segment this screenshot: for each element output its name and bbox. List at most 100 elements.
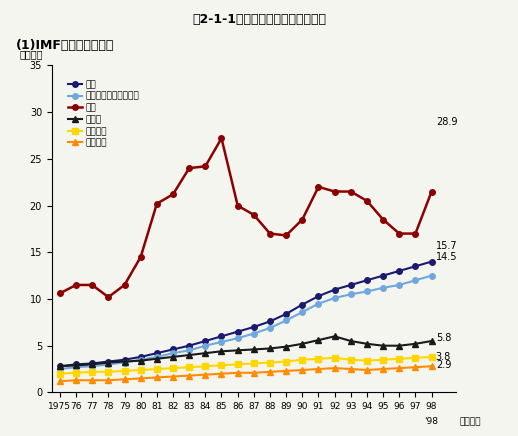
フランス [412, 355, 419, 361]
米国 [186, 166, 192, 171]
ドイツ [138, 358, 144, 363]
ドイツ [364, 341, 370, 347]
米国 [299, 217, 306, 222]
イギリス [73, 378, 79, 383]
Text: 28.9: 28.9 [436, 117, 457, 127]
日本（自然科学のみ） [332, 296, 338, 301]
米国 [57, 291, 63, 296]
日本（自然科学のみ） [396, 283, 402, 288]
フランス [251, 361, 257, 366]
フランス [380, 357, 386, 362]
フランス [364, 358, 370, 363]
日本 [170, 347, 176, 352]
ドイツ [202, 351, 208, 356]
ドイツ [396, 343, 402, 348]
フランス [89, 369, 95, 375]
日本（自然科学のみ） [299, 310, 306, 315]
フランス [428, 354, 435, 360]
ドイツ [428, 338, 435, 344]
ドイツ [315, 337, 322, 343]
米国 [73, 283, 79, 288]
フランス [202, 364, 208, 369]
日本（自然科学のみ） [138, 357, 144, 362]
日本（自然科学のみ） [364, 289, 370, 294]
フランス [105, 369, 111, 375]
フランス [154, 366, 160, 371]
イギリス [315, 366, 322, 371]
イギリス [364, 368, 370, 373]
日本（自然科学のみ） [315, 301, 322, 306]
日本 [219, 334, 225, 339]
フランス [186, 364, 192, 370]
イギリス [412, 364, 419, 370]
日本 [57, 364, 63, 369]
イギリス [299, 368, 306, 373]
日本（自然科学のみ） [154, 354, 160, 360]
日本 [235, 329, 241, 334]
日本（自然科学のみ） [89, 364, 95, 369]
日本（自然科学のみ） [73, 364, 79, 370]
ドイツ [267, 346, 273, 351]
Text: (1)IMF為替レート換算: (1)IMF為替レート換算 [16, 39, 114, 52]
日本 [202, 338, 208, 344]
ドイツ [105, 360, 111, 365]
米国 [364, 198, 370, 204]
日本 [105, 359, 111, 364]
ドイツ [170, 354, 176, 360]
米国 [138, 254, 144, 259]
フランス [348, 357, 354, 362]
Text: 第2-1-1図　主要国の研究費の推移: 第2-1-1図 主要国の研究費の推移 [192, 13, 326, 26]
ドイツ [121, 359, 127, 364]
日本（自然科学のみ） [412, 278, 419, 283]
Text: 15.7: 15.7 [436, 241, 457, 251]
日本（自然科学のみ） [348, 292, 354, 297]
ドイツ [332, 334, 338, 339]
イギリス [396, 365, 402, 371]
米国 [235, 203, 241, 208]
ドイツ [235, 348, 241, 353]
Line: 米国: 米国 [57, 136, 435, 300]
フランス [332, 355, 338, 361]
フランス [73, 370, 79, 375]
日本（自然科学のみ） [202, 343, 208, 348]
フランス [267, 360, 273, 365]
ドイツ [348, 338, 354, 344]
日本（自然科学のみ） [219, 339, 225, 344]
日本（自然科学のみ） [186, 348, 192, 353]
日本（自然科学のみ） [121, 360, 127, 365]
イギリス [202, 372, 208, 377]
米国 [348, 189, 354, 194]
米国 [105, 294, 111, 300]
日本（自然科学のみ） [251, 331, 257, 336]
日本 [396, 268, 402, 273]
イギリス [121, 377, 127, 382]
日本（自然科学のみ） [283, 318, 289, 323]
日本 [315, 293, 322, 299]
日本 [299, 302, 306, 307]
ドイツ [73, 363, 79, 368]
米国 [315, 184, 322, 190]
日本 [380, 273, 386, 278]
Text: （兆円）: （兆円） [20, 49, 43, 59]
日本 [251, 324, 257, 330]
米国 [89, 283, 95, 288]
ドイツ [186, 352, 192, 358]
イギリス [332, 365, 338, 371]
フランス [138, 368, 144, 373]
Line: 日本（自然科学のみ）: 日本（自然科学のみ） [57, 273, 435, 372]
米国 [396, 231, 402, 236]
ドイツ [89, 362, 95, 367]
イギリス [138, 376, 144, 381]
日本（自然科学のみ） [57, 366, 63, 371]
米国 [332, 189, 338, 194]
イギリス [267, 369, 273, 375]
米国 [380, 217, 386, 222]
フランス [170, 365, 176, 371]
ドイツ [251, 347, 257, 352]
Text: 5.8: 5.8 [436, 333, 451, 343]
日本（自然科学のみ） [170, 351, 176, 356]
ドイツ [380, 343, 386, 348]
ドイツ [219, 349, 225, 354]
日本（自然科学のみ） [267, 325, 273, 330]
Line: イギリス: イギリス [57, 364, 435, 384]
